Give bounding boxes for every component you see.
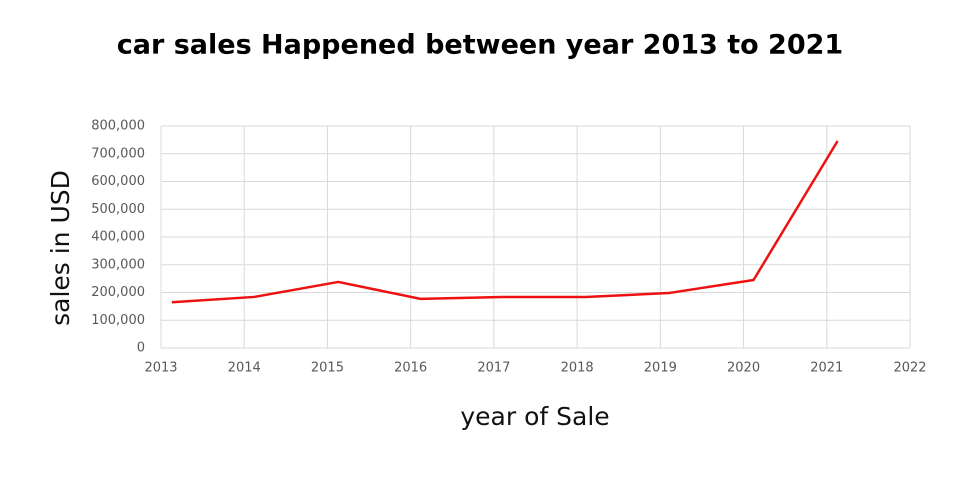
y-tick-label: 800,000 — [91, 119, 145, 134]
y-tick-label: 200,000 — [91, 285, 145, 300]
y-axis-label: sales in USD — [46, 170, 75, 326]
x-tick-label: 2022 — [893, 361, 926, 376]
y-tick-label: 400,000 — [91, 230, 145, 245]
y-tick-label: 0 — [137, 341, 145, 356]
x-axis-label: year of Sale — [460, 402, 609, 431]
y-tick-label: 300,000 — [91, 257, 145, 272]
x-tick-label: 2019 — [644, 361, 677, 376]
y-tick-label: 600,000 — [91, 174, 145, 189]
y-tick-label: 700,000 — [91, 146, 145, 161]
x-tick-label: 2013 — [144, 361, 177, 376]
x-tick-label: 2014 — [228, 361, 261, 376]
chart-title: car sales Happened between year 2013 to … — [117, 30, 843, 61]
x-tick-label: 2016 — [394, 361, 427, 376]
y-tick-label: 100,000 — [91, 313, 145, 328]
x-tick-label: 2015 — [311, 361, 344, 376]
y-tick-label: 500,000 — [91, 202, 145, 217]
x-tick-label: 2020 — [727, 361, 760, 376]
x-tick-label: 2021 — [810, 361, 843, 376]
x-tick-label: 2017 — [477, 361, 510, 376]
x-tick-label: 2018 — [561, 361, 594, 376]
data-line — [171, 140, 839, 304]
